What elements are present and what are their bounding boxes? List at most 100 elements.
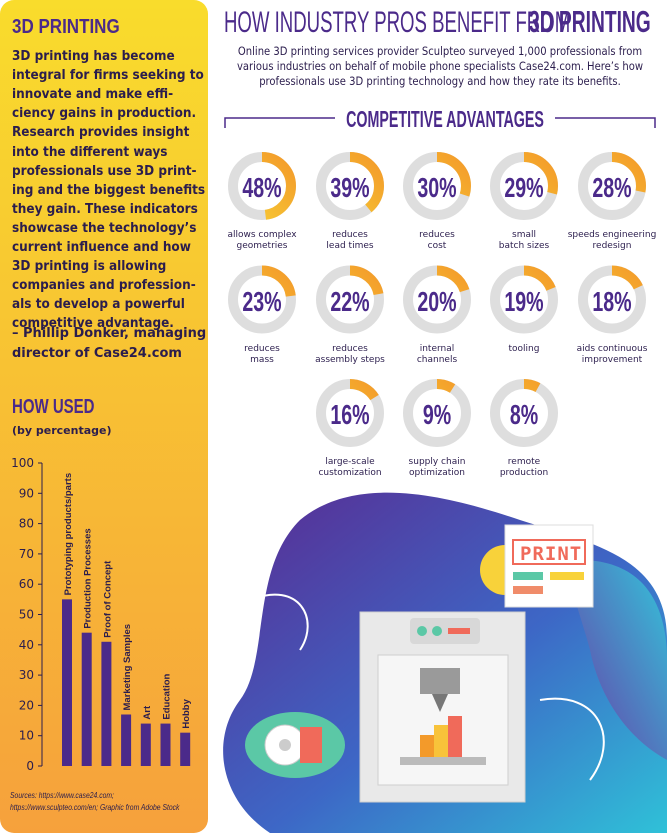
intro-line: companies and profession- <box>12 278 196 294</box>
quote-line: director of Case24.com <box>12 346 182 361</box>
swirl <box>539 697 605 781</box>
donut-value: 20% <box>417 285 457 317</box>
intro-line: they gain. These indicators <box>12 201 198 217</box>
bar-label: Proof of Concept <box>102 560 113 638</box>
chart-title: COMPETITIVE ADVANTAGES <box>346 106 544 132</box>
y-tick-label: 80 <box>19 517 34 531</box>
intro-line: ing and the biggest benefits <box>12 182 206 198</box>
sidebar-heading: 3D PRINTING <box>12 16 120 38</box>
sign-text: PRINT <box>520 543 583 565</box>
donut-arc <box>578 152 646 220</box>
ui-bar <box>513 586 543 594</box>
bar <box>81 632 92 766</box>
bar <box>121 714 132 766</box>
donut-arc <box>228 265 296 334</box>
donut-arc <box>490 152 558 220</box>
bar <box>62 599 72 766</box>
source-line: https://www.sculpteo.com/en; Graphic fro… <box>10 802 180 812</box>
y-tick-label: 30 <box>19 668 34 682</box>
donut-label: reduces lead times <box>326 230 374 251</box>
donut-label: aids continuous improvement <box>576 343 648 365</box>
ui-bar <box>513 572 543 580</box>
donut-arc <box>316 265 384 334</box>
print-head <box>420 668 460 694</box>
bar <box>140 723 151 766</box>
bar-label: Production Processes <box>83 528 94 628</box>
donut-label: internal channels <box>416 343 458 365</box>
donut-label: small batch sizes <box>498 230 550 251</box>
donut-label: reduces assembly steps <box>315 343 385 365</box>
source-line: Sources: https://www.case24.com; <box>10 790 114 800</box>
donut-arc <box>228 152 296 220</box>
print-block <box>434 725 448 757</box>
y-tick-label: 0 <box>26 759 34 773</box>
donut-label: large-scale customization <box>318 457 382 478</box>
donut-value: 48% <box>242 172 282 203</box>
printer-panel <box>410 618 480 644</box>
donut-arc <box>490 265 558 334</box>
print-block <box>448 716 462 757</box>
intro-line: als to develop a powerful <box>12 297 185 313</box>
y-tick-label: 70 <box>19 547 34 561</box>
bar-label: Hobby <box>181 698 192 728</box>
intro-line: innovate and make effi- <box>12 87 174 103</box>
donut-value: 19% <box>504 285 544 317</box>
chart-title: HOW USED <box>12 396 95 418</box>
printer-light <box>417 626 427 636</box>
intro-line: 3D printing has become <box>12 49 175 64</box>
ui-bar <box>550 572 584 580</box>
subtitle-line: professionals use 3D printing technology… <box>259 74 621 88</box>
intro-line: current influence and how <box>12 240 191 255</box>
spool-hub <box>279 739 291 751</box>
bar <box>160 723 171 766</box>
donut-arc <box>403 379 471 447</box>
illustration <box>223 492 667 833</box>
title-bold: 3D PRINTING <box>529 4 651 39</box>
donut-label: tooling <box>508 343 540 354</box>
donut-label: remote production <box>499 457 549 478</box>
donut-value: 30% <box>417 172 457 203</box>
print-block <box>420 735 434 757</box>
intro-line: ciency gains in production. <box>12 106 197 122</box>
donut-value: 22% <box>330 285 370 317</box>
donut-label: reduces cost <box>419 230 455 251</box>
printer-light <box>448 628 470 634</box>
intro-line: Research provides insight <box>12 125 190 141</box>
intro-line: professionals use 3D print- <box>12 163 197 179</box>
donut-value: 39% <box>330 172 370 203</box>
intro-line: integral for firms seeking to <box>12 68 204 84</box>
donut-arc <box>316 379 384 447</box>
title-light: HOW INDUSTRY PROS BENEFIT FROM <box>224 6 571 39</box>
y-tick-label: 20 <box>19 698 34 712</box>
intro-line: into the different ways <box>12 144 168 160</box>
donut-value: 28% <box>592 172 632 203</box>
y-tick-label: 50 <box>19 608 34 622</box>
y-tick-label: 100 <box>11 456 34 470</box>
y-tick-label: 10 <box>19 729 34 743</box>
donut-arc <box>578 265 646 334</box>
donut-arc <box>403 265 471 334</box>
donut-arc <box>316 152 384 220</box>
donut-label: allows complex geometries <box>227 230 297 251</box>
donut-value: 18% <box>592 285 632 317</box>
donut-value: 9% <box>422 399 452 430</box>
y-tick-label: 90 <box>19 486 34 500</box>
bar-label: Marketing Samples <box>122 624 133 711</box>
donut-value: 16% <box>330 399 370 430</box>
donut-label: speeds engineering redesign <box>567 230 657 251</box>
bar-label: Art <box>142 705 153 720</box>
blob <box>571 560 667 760</box>
bar <box>180 732 191 766</box>
chart-subtitle: (by percentage) <box>12 424 112 437</box>
y-tick-label: 60 <box>19 577 34 591</box>
donut-value: 29% <box>504 172 544 203</box>
y-tick-label: 40 <box>19 638 34 652</box>
spool-filament <box>300 727 322 763</box>
nozzle <box>432 694 448 712</box>
print-bed <box>400 757 486 765</box>
donut-value: 23% <box>242 285 282 317</box>
quote-line: – Phillip Donker, managing <box>12 326 207 341</box>
donut-label: supply chain optimization <box>408 457 466 478</box>
